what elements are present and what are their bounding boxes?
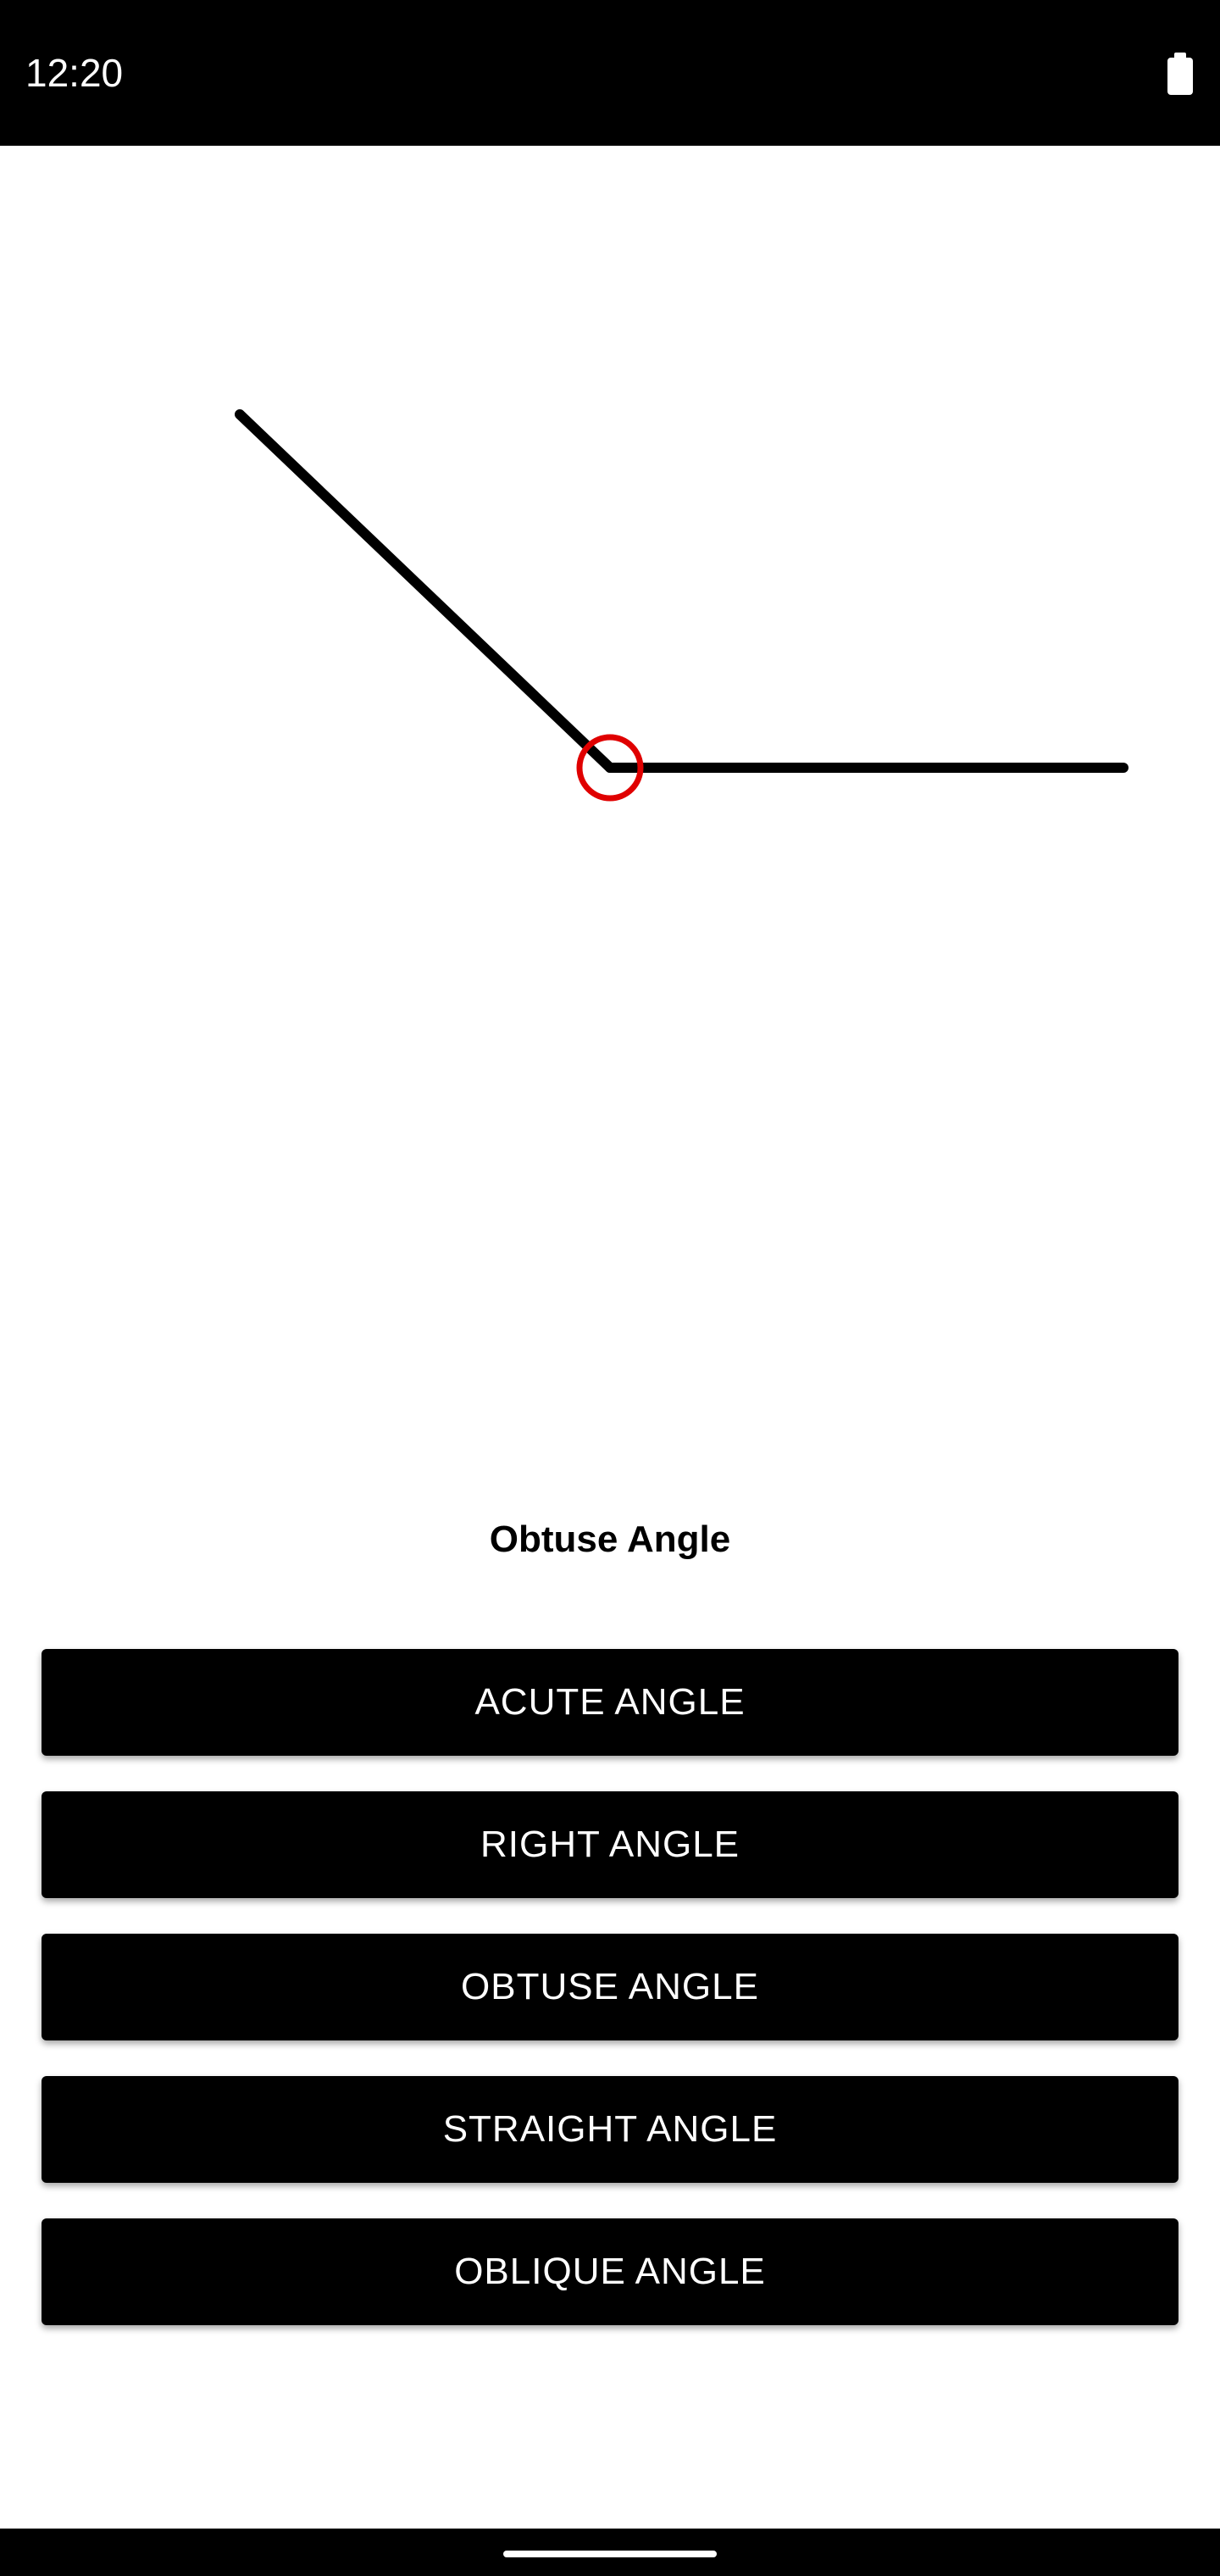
angle-button-list: ACUTE ANGLE RIGHT ANGLE OBTUSE ANGLE STR…	[42, 1649, 1178, 2361]
obtuse-angle-button[interactable]: OBTUSE ANGLE	[42, 1934, 1178, 2040]
right-angle-button[interactable]: RIGHT ANGLE	[42, 1791, 1178, 1898]
angle-canvas	[235, 409, 1128, 802]
oblique-angle-button[interactable]: OBLIQUE ANGLE	[42, 2218, 1178, 2325]
navigation-bar	[0, 2529, 1220, 2576]
home-indicator[interactable]	[503, 2551, 717, 2557]
acute-angle-button[interactable]: ACUTE ANGLE	[42, 1649, 1178, 1756]
vertex-marker	[576, 734, 644, 802]
main-content: Obtuse Angle ACUTE ANGLE RIGHT ANGLE OBT…	[0, 146, 1220, 2529]
angle-ray-left	[235, 409, 615, 773]
straight-angle-button[interactable]: STRAIGHT ANGLE	[42, 2076, 1178, 2183]
status-time: 12:20	[25, 51, 124, 95]
status-bar: 12:20	[0, 0, 1220, 146]
battery-full-icon	[1166, 53, 1195, 95]
angle-type-label: Obtuse Angle	[489, 1518, 731, 1560]
